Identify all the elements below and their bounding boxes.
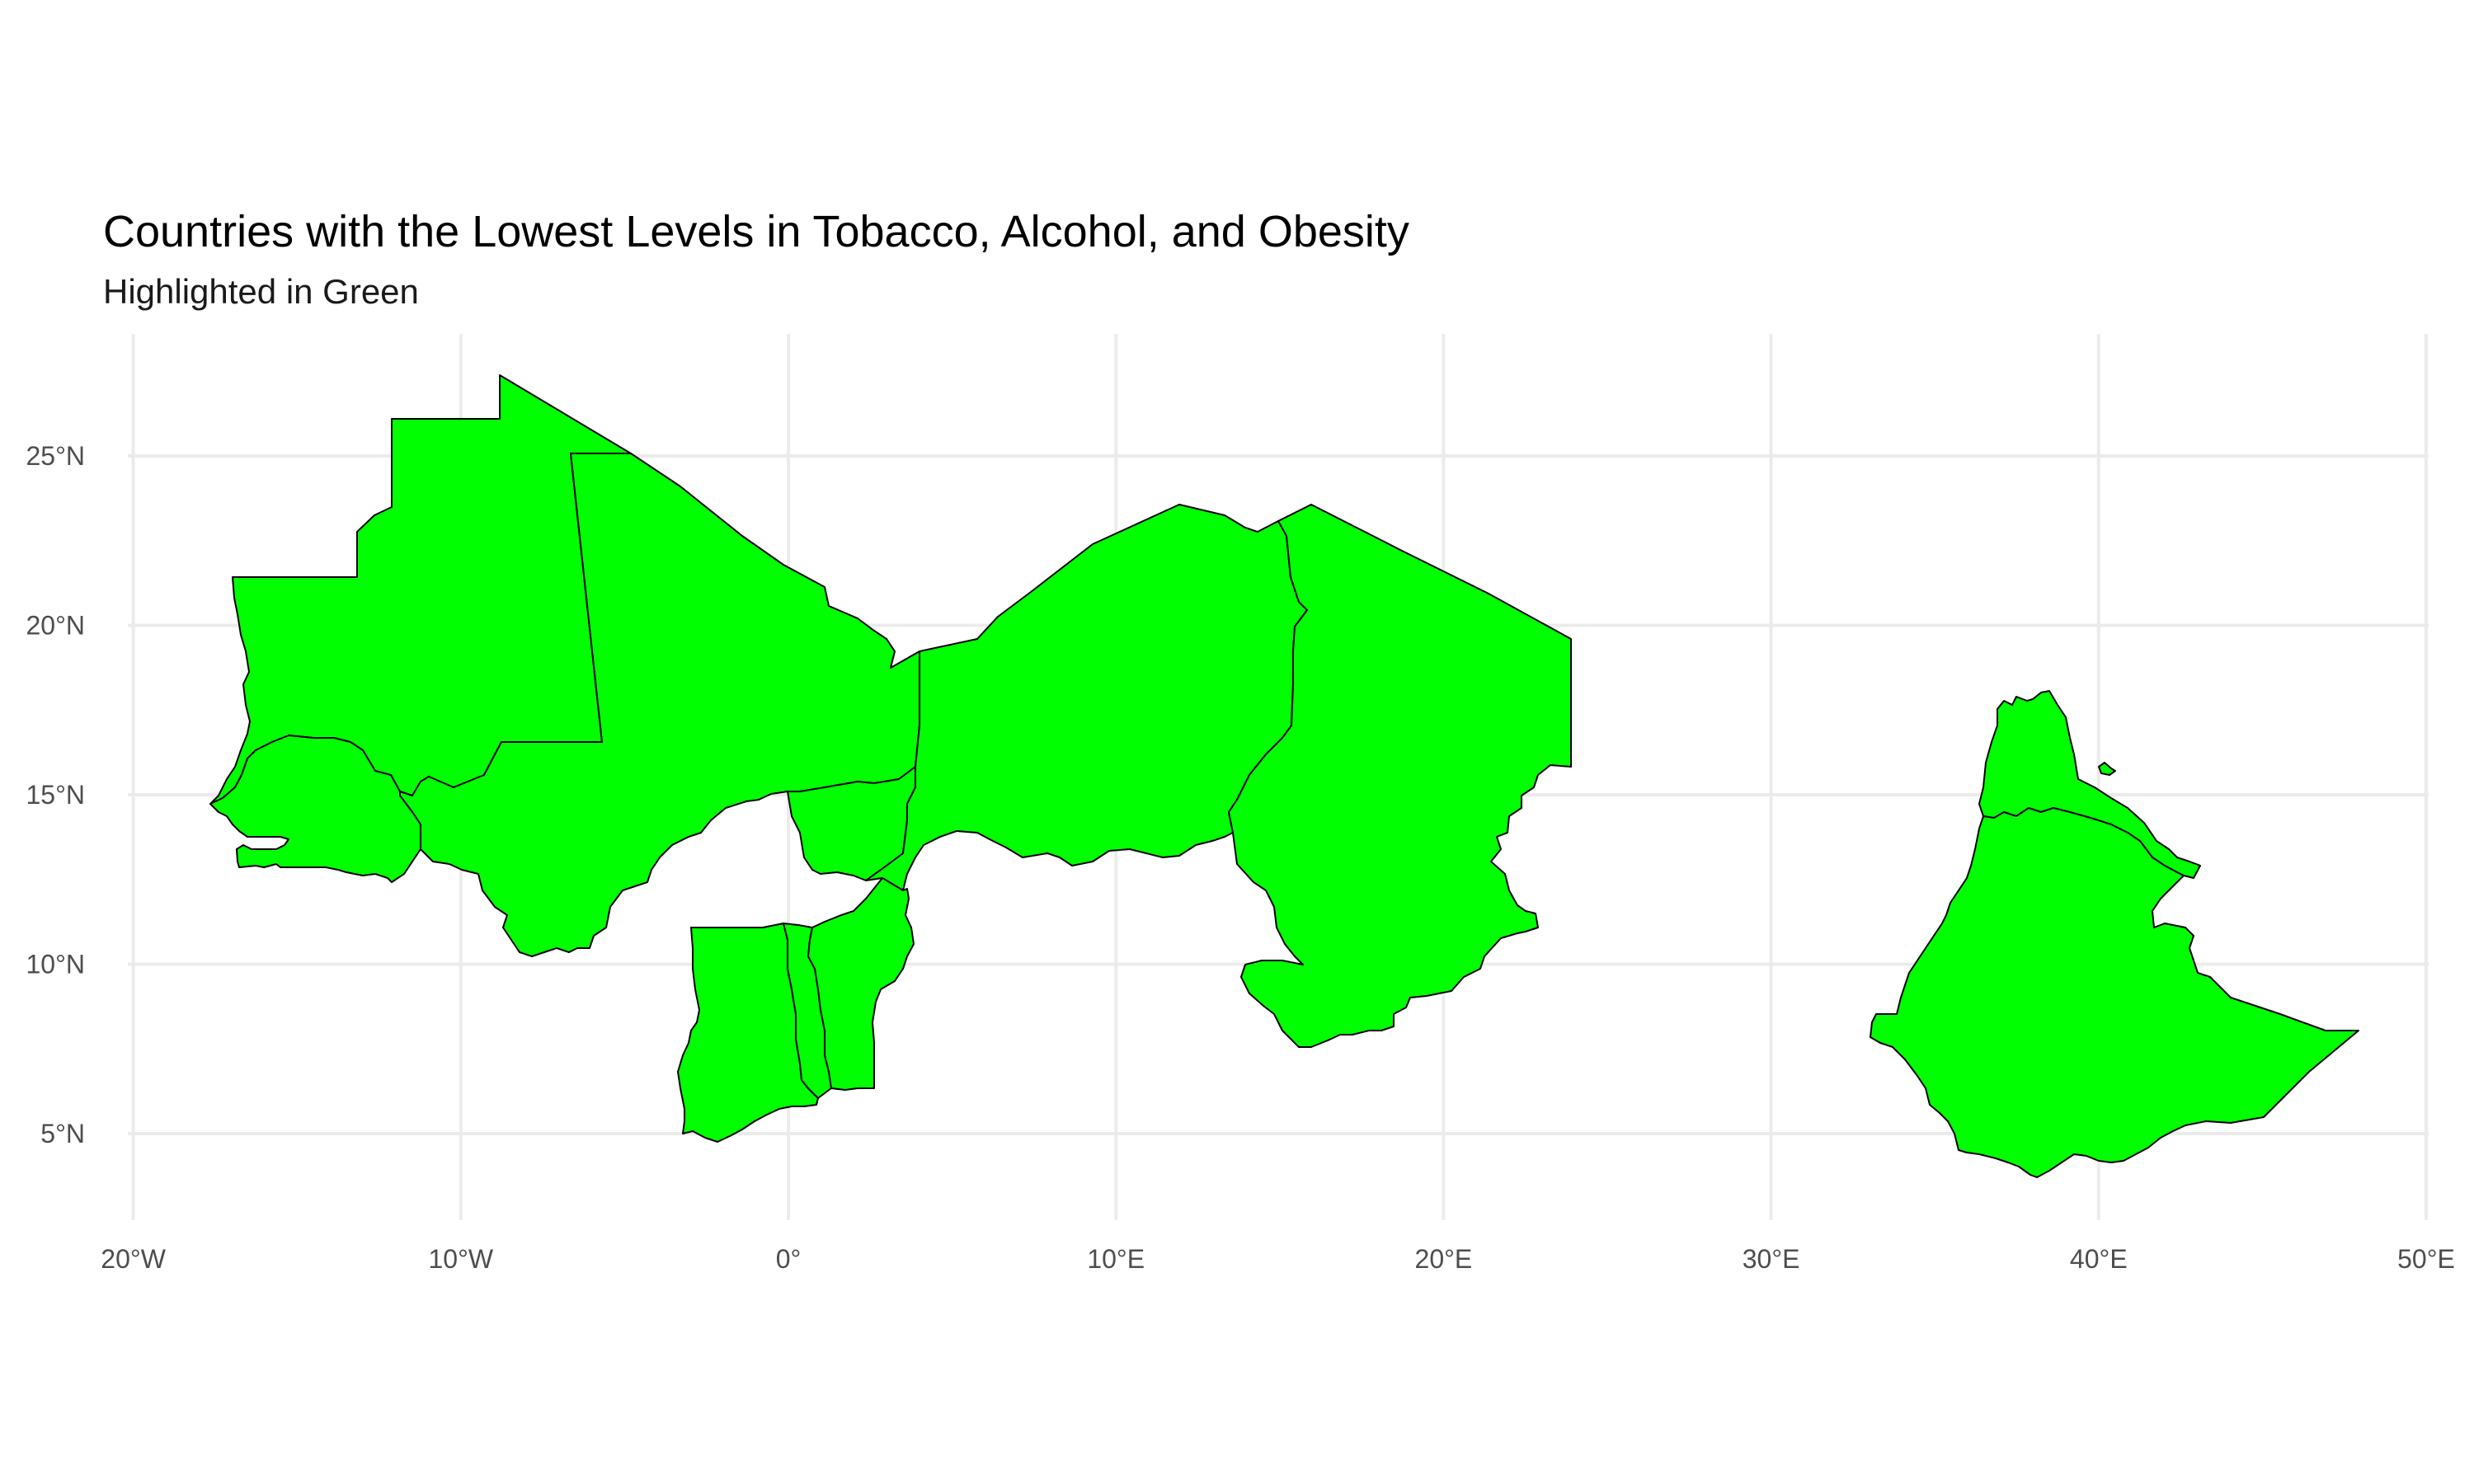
x-tick-label: 10°E [1087,1244,1145,1274]
y-tick-label: 15°N [26,780,86,810]
map-title: Countries with the Lowest Levels in Toba… [103,207,1409,256]
y-tick-label: 25°N [26,441,86,471]
dahlak-island-shape [2098,762,2116,776]
y-tick-label: 20°N [26,611,86,641]
y-tick-label: 10°N [26,950,86,979]
chad-shape [1228,504,1572,1048]
country-layer [209,374,2359,1178]
x-tick-label: 20°E [1415,1244,1473,1274]
y-tick-label: 5°N [40,1119,85,1148]
mauritania-shape [209,374,632,805]
x-tick-label: 0° [776,1244,802,1274]
x-tick-label: 10°W [429,1244,494,1274]
x-tick-label: 30°E [1743,1244,1800,1274]
senegal-shape [209,735,421,883]
x-tick-label: 20°W [101,1244,166,1274]
benin-shape [807,877,915,1091]
x-tick-label: 50°E [2397,1244,2455,1274]
ethiopia-shape [1870,807,2359,1178]
x-tick-label: 40°E [2070,1244,2128,1274]
axis-labels: 20°W 10°W 0° 10°E 20°E 30°E 40°E 50°E 5°N 10°N 15°… [26,441,2455,1274]
map-subtitle: Highlighted in Green [103,272,419,311]
